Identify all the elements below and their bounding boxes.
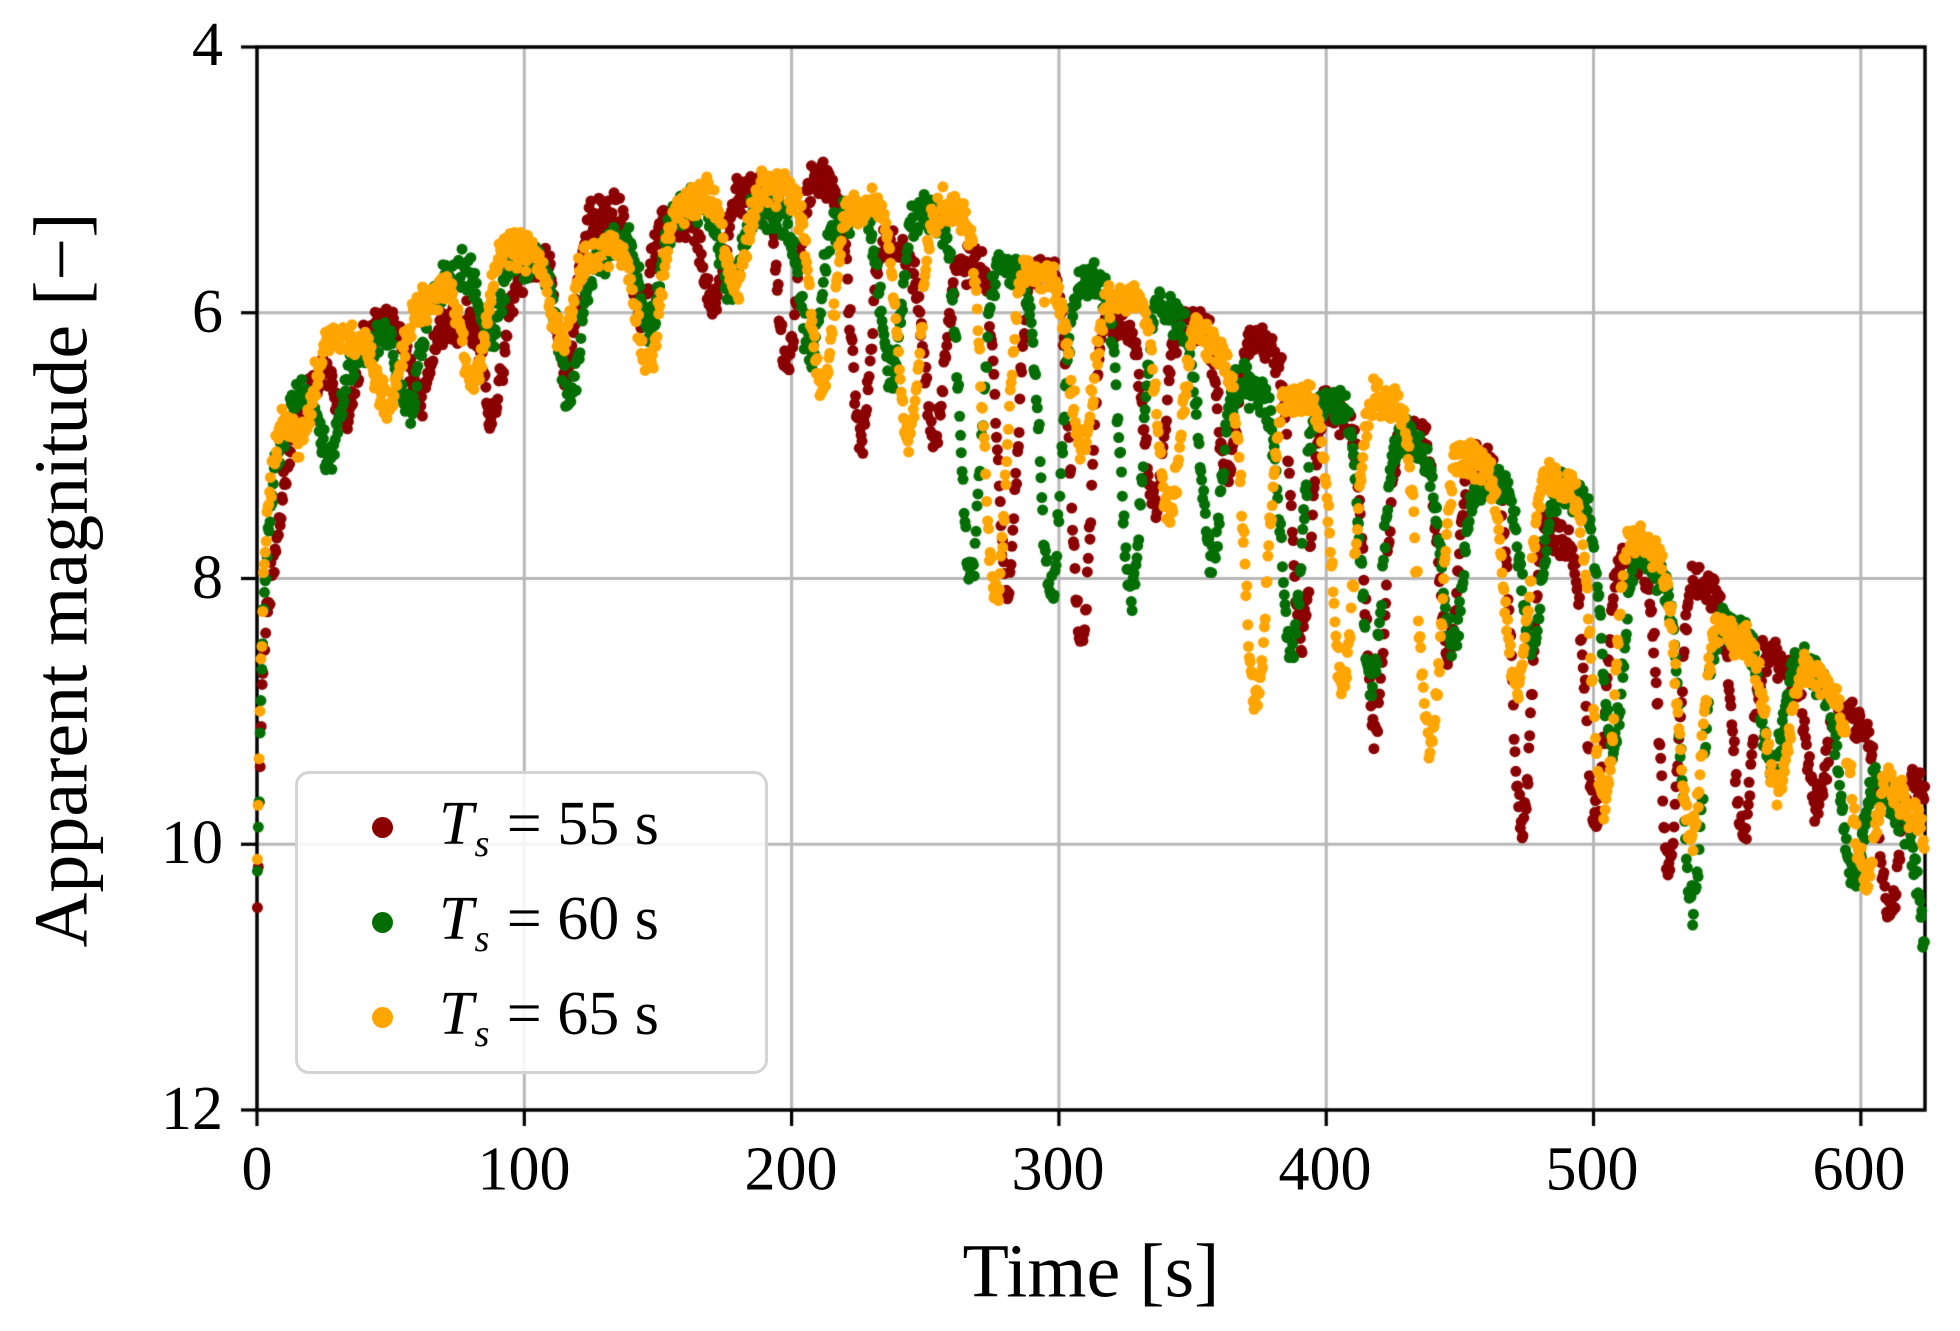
x-tick-label: 0 [241, 1135, 273, 1204]
x-tick-label: 100 [477, 1135, 571, 1204]
y-tick-label: 6 [192, 278, 223, 347]
legend-entry-ts60: Ts = 60 s [298, 875, 765, 970]
y-axis-label: Apparent magnitude [−] [19, 212, 104, 948]
legend-entry-ts65: Ts = 65 s [298, 970, 765, 1065]
x-tick-label: 400 [1278, 1135, 1372, 1204]
legend-entry-label: Ts = 60 s [439, 885, 659, 960]
y-tick-label: 8 [192, 544, 223, 613]
legend-entry-label: Ts = 65 s [439, 980, 659, 1055]
legend-marker-dot [372, 1007, 393, 1028]
legend: Ts = 55 s Ts = 60 s Ts = 65 s [295, 771, 768, 1074]
x-tick-label: 200 [744, 1135, 838, 1204]
y-tick-label: 12 [161, 1075, 223, 1144]
y-tick-label: 10 [161, 809, 223, 878]
x-axis-label: Time [s] [962, 1229, 1220, 1314]
y-tick-label: 4 [192, 11, 223, 80]
legend-marker-dot [372, 912, 393, 933]
x-tick-label: 300 [1011, 1135, 1105, 1204]
legend-entry-label: Ts = 55 s [439, 790, 659, 865]
legend-entry-ts55: Ts = 55 s [298, 780, 765, 875]
legend-marker-dot [372, 817, 393, 838]
x-tick-label: 500 [1545, 1135, 1639, 1204]
x-tick-label: 600 [1812, 1135, 1906, 1204]
